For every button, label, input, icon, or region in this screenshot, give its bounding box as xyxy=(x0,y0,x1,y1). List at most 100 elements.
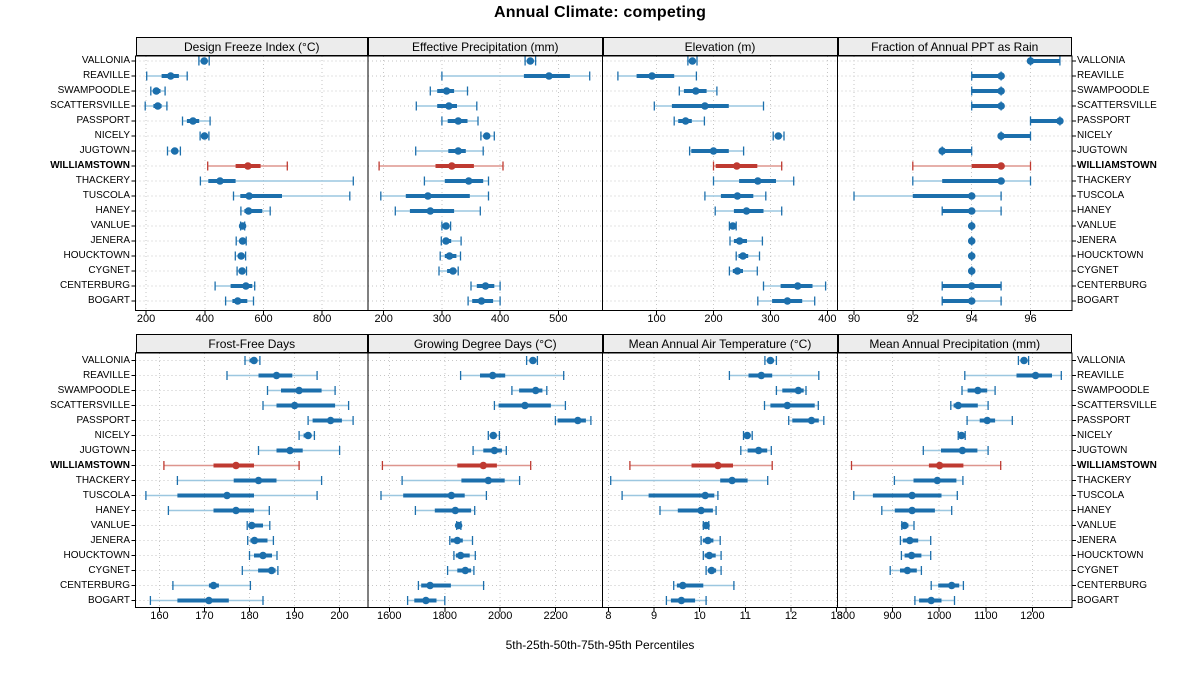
series-design-freeze-index-c-haney xyxy=(240,206,271,216)
series-design-freeze-index-c-thackery xyxy=(199,176,354,186)
row-label-left-thackery: THACKERY xyxy=(75,474,130,486)
series-growing-degree-days-c-nicely xyxy=(487,431,501,440)
series-mean-annual-precipitation-mm-reaville xyxy=(964,371,1062,380)
row-label-left-jenera: JENERA xyxy=(90,534,130,546)
series-elevation-m-vanlue xyxy=(728,221,737,231)
row-label-right-reaville: REAVILLE xyxy=(1077,70,1125,81)
series-mean-annual-precipitation-mm-thackery xyxy=(893,476,964,485)
row-label-right-centerburg: CENTERBURG xyxy=(1077,280,1148,291)
series-elevation-m-centerburg xyxy=(762,281,827,291)
row-label-left-williamstown: WILLIAMSTOWN xyxy=(50,459,130,471)
series-mean-annual-air-temperature-c-thackery xyxy=(610,476,769,485)
panel-strip-title: Effective Precipitation (mm) xyxy=(412,39,559,54)
series-elevation-m-passport xyxy=(673,116,706,126)
series-elevation-m-cygnet xyxy=(728,266,758,276)
series-design-freeze-index-c-centerburg xyxy=(214,281,256,291)
series-fraction-of-annual-ppt-as-rain-haney xyxy=(941,206,1002,216)
panel-strip-frost-free-days: Frost-Free Days xyxy=(135,334,368,353)
row-label-left-vanlue: VANLUE xyxy=(90,519,130,531)
series-growing-degree-days-c-williamstown xyxy=(381,461,532,470)
series-effective-precipitation-mm-williamstown xyxy=(378,161,504,171)
panel-strip-fraction-of-annual-ppt-as-rain: Fraction of Annual PPT as Rain xyxy=(837,37,1072,56)
row-label-right-jenera: JENERA xyxy=(1077,534,1117,546)
series-mean-annual-air-temperature-c-passport xyxy=(788,416,825,425)
series-growing-degree-days-c-reaville xyxy=(459,371,565,380)
axis-tick-label: 2200 xyxy=(543,610,568,622)
series-growing-degree-days-c-scattersville xyxy=(493,401,567,410)
axis-tick-label: 200 xyxy=(704,313,723,325)
axis-tick-label: 12 xyxy=(784,610,798,622)
series-frost-free-days-thackery xyxy=(176,476,323,485)
axis-caption: 5th-25th-50th-75th-95th Percentiles xyxy=(505,638,695,652)
series-growing-degree-days-c-centerburg xyxy=(417,581,485,590)
row-label-left-reaville: REAVILLE xyxy=(82,369,130,381)
row-label-right-passport: PASSPORT xyxy=(1077,115,1131,126)
series-frost-free-days-reaville xyxy=(226,371,318,380)
series-elevation-m-bogart xyxy=(757,296,816,306)
row-label-right-swampoodle: SWAMPOODLE xyxy=(1077,384,1150,396)
panel-strip-title: Frost-Free Days xyxy=(208,336,296,351)
row-label-left-haney: HANEY xyxy=(95,205,130,216)
panel-strip-effective-precipitation-mm: Effective Precipitation (mm) xyxy=(368,37,603,56)
panel-strip-title: Fraction of Annual PPT as Rain xyxy=(871,39,1039,54)
series-mean-annual-precipitation-mm-cygnet xyxy=(889,566,923,575)
axis-tick-label: 13 xyxy=(830,610,843,622)
series-design-freeze-index-c-vallonia xyxy=(198,56,210,66)
series-elevation-m-haney xyxy=(714,206,783,216)
series-mean-annual-precipitation-mm-swampoodle xyxy=(961,386,996,395)
series-growing-degree-days-c-swampoodle xyxy=(511,386,548,395)
series-mean-annual-air-temperature-c-swampoodle xyxy=(775,386,807,395)
axis-tick-label: 800 xyxy=(836,610,856,622)
series-mean-annual-precipitation-mm-nicely xyxy=(957,431,966,440)
series-elevation-m-swampoodle xyxy=(678,86,718,96)
series-effective-precipitation-mm-thackery xyxy=(423,176,490,186)
series-elevation-m-vallonia xyxy=(687,56,698,66)
series-frost-free-days-vanlue xyxy=(246,521,271,530)
row-label-right-reaville: REAVILLE xyxy=(1077,369,1125,381)
panel-strip-elevation-m: Elevation (m) xyxy=(602,37,838,56)
row-label-right-cygnet: CYGNET xyxy=(1077,265,1119,276)
row-label-left-centerburg: CENTERBURG xyxy=(59,579,130,591)
series-mean-annual-air-temperature-c-vallonia xyxy=(764,356,778,365)
row-label-right-thackery: THACKERY xyxy=(1077,175,1132,186)
row-label-left-bogart: BOGART xyxy=(87,295,130,306)
series-elevation-m-tuscola xyxy=(704,191,767,201)
series-mean-annual-air-temperature-c-bogart xyxy=(665,596,707,605)
series-fraction-of-annual-ppt-as-rain-jenera xyxy=(967,236,976,246)
axis-tick-label: 900 xyxy=(883,610,902,622)
axis-tick-label: 190 xyxy=(285,610,304,622)
axis-tick-label: 400 xyxy=(490,313,510,325)
series-mean-annual-precipitation-mm-williamstown xyxy=(850,461,1002,470)
series-elevation-m-houcktown xyxy=(735,251,761,261)
series-growing-degree-days-c-tuscola xyxy=(380,491,488,500)
row-label-right-swampoodle: SWAMPOODLE xyxy=(1077,85,1150,96)
series-frost-free-days-cygnet xyxy=(241,566,279,575)
axis-tick-label: 9 xyxy=(651,610,658,622)
series-growing-degree-days-c-jenera xyxy=(449,536,474,545)
series-design-freeze-index-c-scattersville xyxy=(144,101,168,111)
panel-strip-title: Mean Annual Precipitation (mm) xyxy=(869,336,1041,351)
row-label-left-cygnet: CYGNET xyxy=(88,265,130,276)
row-label-left-nicely: NICELY xyxy=(94,130,130,141)
series-elevation-m-williamstown xyxy=(712,161,783,171)
row-label-right-jugtown: JUGTOWN xyxy=(1077,145,1128,156)
axis-tick-label: 1000 xyxy=(926,610,952,622)
series-effective-precipitation-mm-nicely xyxy=(480,131,495,141)
panel-strip-mean-annual-precipitation-mm: Mean Annual Precipitation (mm) xyxy=(837,334,1072,353)
row-label-right-vallonia: VALLONIA xyxy=(1077,354,1126,366)
series-mean-annual-precipitation-mm-tuscola xyxy=(853,491,958,500)
series-effective-precipitation-mm-bogart xyxy=(467,296,501,306)
series-fraction-of-annual-ppt-as-rain-tuscola xyxy=(853,191,1002,201)
panel-strip-title: Design Freeze Index (°C) xyxy=(183,39,320,54)
axis-tick-label: 1800 xyxy=(432,610,458,622)
row-label-right-nicely: NICELY xyxy=(1077,429,1113,441)
row-label-right-williamstown: WILLIAMSTOWN xyxy=(1077,160,1157,171)
row-label-left-tuscola: TUSCOLA xyxy=(82,190,130,201)
series-elevation-m-scattersville xyxy=(653,101,765,111)
row-label-right-tuscola: TUSCOLA xyxy=(1077,190,1125,201)
row-label-left-nicely: NICELY xyxy=(94,429,130,441)
series-effective-precipitation-mm-reaville xyxy=(441,71,591,81)
row-label-right-houcktown: HOUCKTOWN xyxy=(1077,250,1144,261)
series-fraction-of-annual-ppt-as-rain-swampoodle xyxy=(971,86,1005,96)
